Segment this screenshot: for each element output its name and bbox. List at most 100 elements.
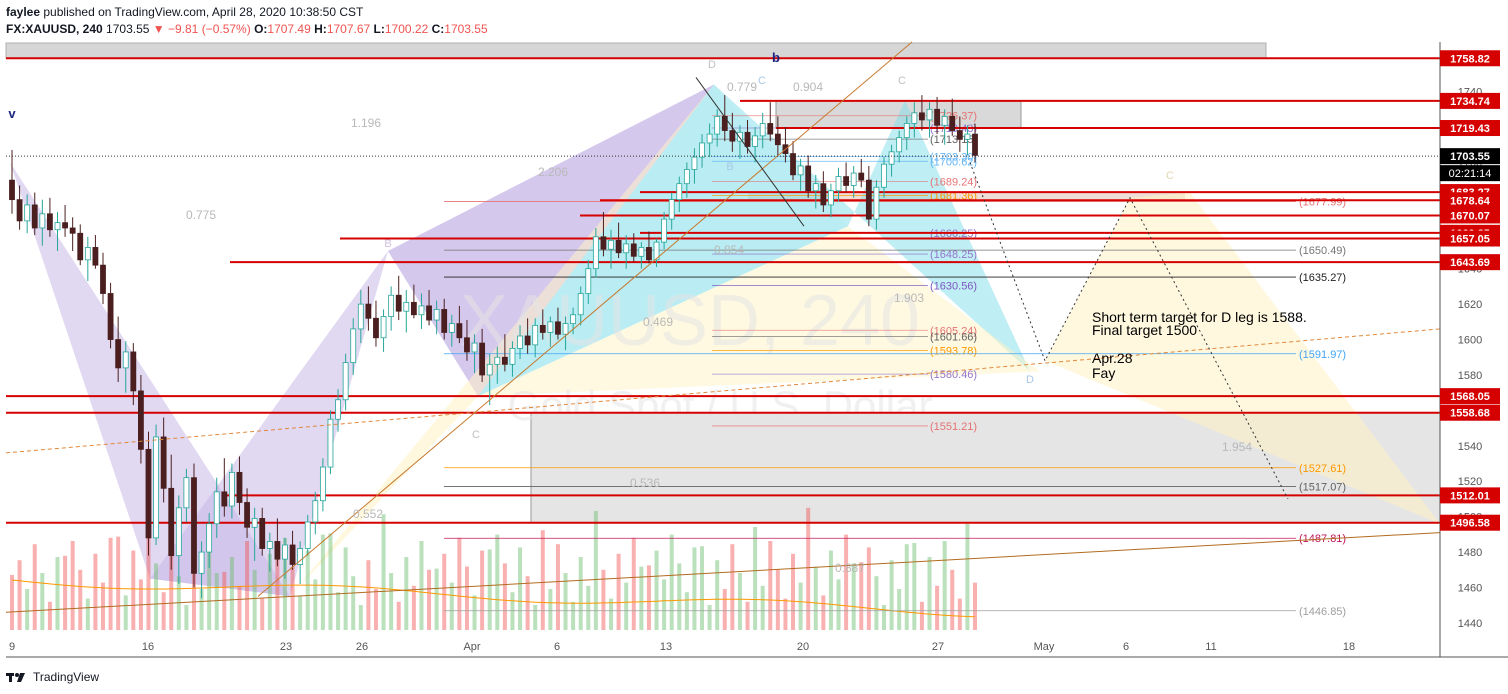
volume-bar (78, 569, 83, 630)
fib-label: (1700.62) (930, 156, 977, 168)
volume-bar (753, 527, 758, 630)
volume-bar (487, 549, 492, 630)
volume-bar (313, 579, 318, 630)
pattern-ratio-label: 1.903 (894, 291, 924, 305)
candles (9, 95, 978, 599)
support-trendline (5, 532, 1441, 613)
volume-bar (859, 562, 864, 630)
level-tag-label: 1568.05 (1450, 391, 1490, 403)
candle-body (395, 294, 402, 312)
candle-body (509, 347, 516, 365)
volume-bar (609, 598, 614, 630)
published-text: published on TradingView.com, April 28, … (43, 5, 364, 19)
volume-bar (707, 605, 712, 630)
level-tag-label: 1558.68 (1450, 408, 1490, 420)
candle-body (517, 335, 523, 349)
candle-body (706, 133, 713, 144)
volume-bar (783, 598, 788, 630)
candle-body (168, 487, 175, 557)
candle-body (623, 243, 630, 254)
time-tick-label: 23 (280, 641, 292, 653)
candle-body (729, 130, 736, 142)
level-tag-label: 1758.82 (1450, 53, 1490, 65)
price-tick-label: 1480 (1458, 547, 1482, 559)
fib-label: (1650.49) (1299, 245, 1346, 257)
volume-bar (17, 560, 22, 630)
high-label: H: (314, 22, 327, 36)
candle-body (850, 172, 857, 186)
candle-body (266, 541, 273, 549)
fib-label: (1591.97) (1299, 349, 1346, 361)
pattern-point-label: B (726, 161, 733, 173)
candle-body (532, 324, 539, 346)
volume-bar (639, 566, 644, 630)
low-label: L: (373, 22, 385, 36)
volume-bar (874, 576, 879, 630)
candle-body (767, 123, 774, 135)
axes: 1440146014801500152015401560158016001620… (6, 42, 1508, 662)
purple-leg (10, 162, 290, 597)
candle-body (410, 301, 417, 316)
candle-body (592, 236, 599, 270)
candle-body (175, 507, 182, 557)
price-change: ▼ −9.81 (−0.57%) (152, 22, 251, 36)
candle-body (69, 227, 76, 234)
volume-bar (677, 563, 682, 630)
volume-bar (40, 573, 45, 630)
pattern-point-label: v (8, 106, 16, 121)
volume-bar (540, 530, 545, 630)
candle-body (608, 239, 614, 250)
pattern-ratio-label: 0.854 (714, 243, 744, 257)
volume-bar (912, 543, 917, 630)
candle-body (797, 165, 804, 176)
volume-bar (548, 589, 553, 630)
candle-body (486, 363, 493, 376)
volume-bar (237, 585, 242, 630)
candle-body (304, 521, 311, 549)
candle-body (107, 293, 114, 340)
level-tag-label: 1719.43 (1450, 123, 1490, 135)
volume-bar (207, 544, 212, 630)
volume-bar (472, 595, 477, 630)
volume-bar (927, 557, 932, 630)
volume-bar (692, 547, 697, 630)
level-tag-label: 1678.64 (1450, 195, 1491, 207)
candle-body (570, 314, 577, 325)
candle-body (577, 293, 584, 316)
candle-body (403, 301, 410, 312)
time-tick-label: 26 (356, 641, 368, 653)
tradingview-footer[interactable]: TradingView (6, 668, 99, 686)
price-chart[interactable]: XAUUSD, 240 Gold Spot / U.S. Dollar (1726… (0, 0, 1508, 662)
fib-label: (1635.27) (1299, 272, 1346, 284)
candle-body (661, 218, 668, 243)
price-tick-label: 1440 (1458, 618, 1482, 630)
candle-body (433, 309, 440, 321)
volume-bar (563, 573, 568, 630)
volume-bar (700, 546, 705, 630)
pattern-ratio-label: 0.887 (835, 561, 865, 575)
volume-bar (93, 553, 98, 630)
level-tag-label: 1670.07 (1450, 210, 1490, 222)
volume-bar (950, 569, 955, 630)
volume-bar (578, 557, 583, 630)
fib-label: (1689.24) (930, 176, 977, 188)
level-tag-label: 1734.74 (1450, 96, 1491, 108)
volume-bar (116, 536, 121, 630)
candle-body (600, 236, 607, 250)
fib-label: (1648.25) (930, 249, 977, 261)
countdown-label: 02:21:14 (1449, 168, 1492, 180)
volume-bar (260, 598, 265, 630)
candle-body (160, 436, 167, 489)
fib-label: (1593.78) (930, 346, 977, 358)
candle-body (630, 243, 637, 257)
candle-body (888, 151, 895, 165)
author-name[interactable]: faylee (6, 5, 41, 19)
time-tick-label: 9 (9, 641, 15, 653)
candle-body (456, 323, 463, 339)
candle-body (426, 305, 432, 321)
pattern-ratio-label: 0.775 (186, 208, 216, 222)
pattern-ratio-label: 0.536 (630, 476, 660, 490)
candle-body (16, 199, 23, 222)
volume-bar (123, 595, 128, 630)
volume-bar (169, 517, 174, 630)
